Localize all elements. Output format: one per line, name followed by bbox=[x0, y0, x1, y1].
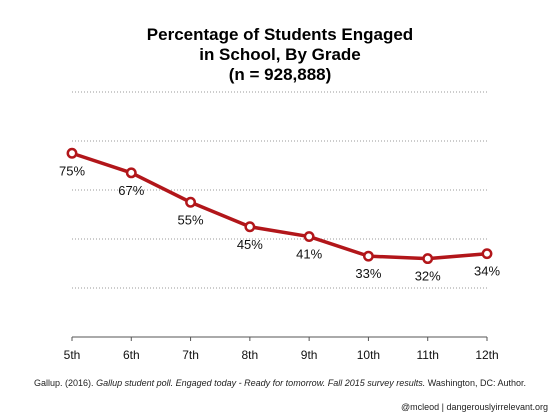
data-point-12th bbox=[481, 248, 493, 260]
series-line bbox=[70, 151, 489, 261]
data-label-12th: 34% bbox=[474, 264, 500, 279]
x-tick-label: 9th bbox=[301, 348, 318, 362]
data-label-10th: 33% bbox=[355, 266, 381, 281]
citation-suffix: Washington, DC: Author. bbox=[425, 378, 526, 388]
data-point-6th bbox=[125, 167, 137, 179]
data-point-5th bbox=[66, 147, 78, 159]
source-citation: Gallup. (2016). Gallup student poll. Eng… bbox=[0, 378, 560, 388]
data-label-11th: 32% bbox=[415, 269, 441, 284]
x-tick-label: 10th bbox=[357, 348, 380, 362]
data-label-6th: 67% bbox=[118, 183, 144, 198]
gridlines bbox=[72, 91, 487, 289]
citation-prefix: Gallup. (2016). bbox=[34, 378, 97, 388]
data-labels: 75% 67% 55% 45% 41% 33% 32% 34% bbox=[59, 163, 500, 283]
data-point-9th bbox=[303, 231, 315, 243]
x-tick-label: 8th bbox=[242, 348, 259, 362]
chart-title-line-1: Percentage of Students Engaged bbox=[146, 25, 414, 44]
data-point-7th bbox=[185, 196, 197, 208]
x-tick-label: 7th bbox=[182, 348, 199, 362]
x-tick-label: 6th bbox=[123, 348, 140, 362]
chart-title-line-3: (n = 928,888) bbox=[228, 65, 332, 84]
chart-title: Percentage of Students Engaged in School… bbox=[0, 25, 560, 85]
x-tick-label: 12th bbox=[475, 348, 498, 362]
x-tick-label: 5th bbox=[64, 348, 81, 362]
data-point-8th bbox=[244, 221, 256, 233]
data-label-9th: 41% bbox=[296, 247, 322, 262]
citation-title: Gallup student poll. Engaged today - Rea… bbox=[96, 378, 426, 388]
x-tick-label: 11th bbox=[416, 348, 438, 362]
data-label-5th: 75% bbox=[59, 163, 85, 178]
author-credit: @mcleod | dangerouslyirrelevant.org bbox=[400, 402, 548, 412]
x-axis: 5th 6th 7th 8th 9th 10th 11th 12th bbox=[64, 336, 499, 362]
data-label-8th: 45% bbox=[237, 237, 263, 252]
data-point-11th bbox=[422, 253, 434, 265]
data-point-10th bbox=[362, 250, 374, 262]
chart-title-line-2: in School, By Grade bbox=[199, 45, 361, 64]
data-label-7th: 55% bbox=[178, 212, 204, 227]
series-engagement bbox=[66, 147, 493, 265]
